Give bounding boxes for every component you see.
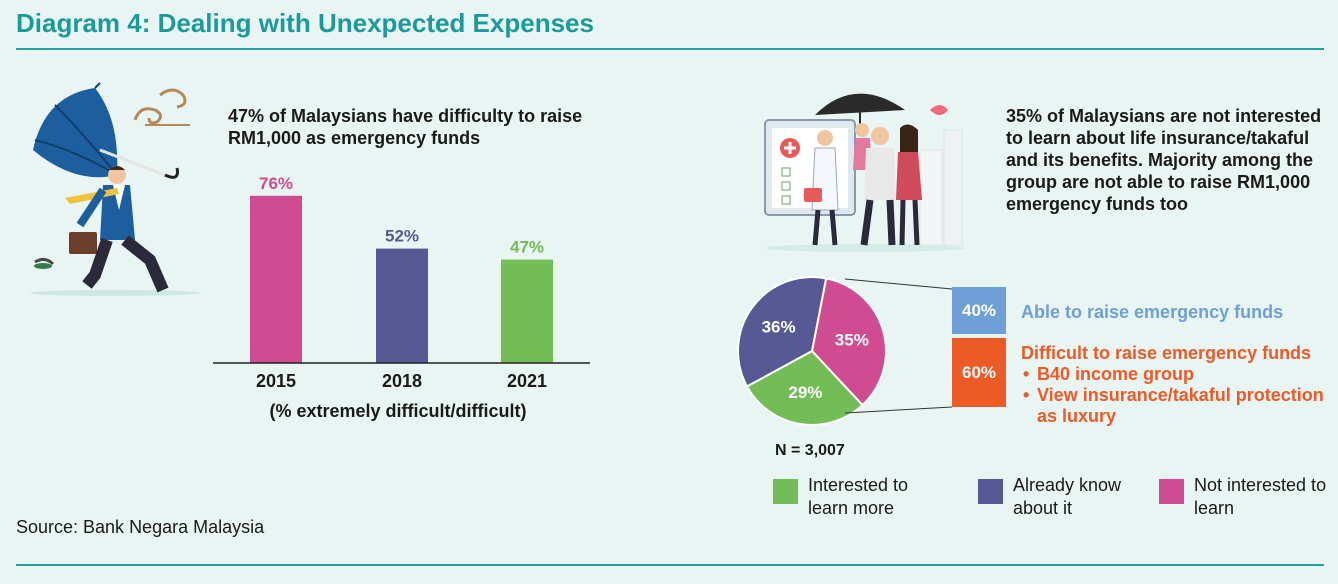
legend-label: Interested to learn more: [808, 475, 909, 518]
legend-swatch: [978, 479, 1003, 504]
legend-label: Already know about it: [1013, 475, 1122, 518]
bar-chart: 76% 2015 52% 2018 47% 2021 (% extremely diffi…: [213, 174, 590, 421]
pie-slice: [810, 277, 887, 407]
difficult-bullets: B40 income group View insurance/takaful …: [1021, 364, 1338, 427]
sample-size-label: N = 3,007: [775, 442, 845, 459]
bar-2021: [501, 259, 553, 363]
legend-item-not-interested: Not interested to learn: [1159, 474, 1334, 520]
legend-label: Not interested to learn: [1194, 475, 1327, 518]
left-headline: 47% of Malaysians have difficulty to rai…: [228, 106, 583, 148]
legend-swatch: [1159, 479, 1184, 504]
pie-chart: 35% 29% 36%: [737, 276, 953, 426]
right-headline: 35% of Malaysians are not interested to …: [1006, 106, 1322, 214]
bar-2015: [250, 195, 302, 363]
difficult-block: Difficult to raise emergency funds B40 i…: [1021, 343, 1338, 427]
page-title: Diagram 4: Dealing with Unexpected Expen…: [16, 8, 594, 38]
pie-callout-line-top: [844, 278, 953, 290]
title-divider: [16, 48, 1324, 50]
pie-data-label: 29%: [788, 383, 822, 402]
source-note: Source: Bank Negara Malaysia: [16, 517, 265, 537]
able-label: Able to raise emergency funds: [1021, 302, 1284, 322]
legend-swatch: [773, 479, 798, 504]
bar-data-label: 52%: [385, 227, 419, 246]
bar-chart-xlabel: (% extremely difficult/difficult): [269, 401, 526, 421]
pie-callout-line-bottom: [844, 406, 953, 414]
legend-item-already-know: Already know about it: [978, 474, 1153, 520]
difficult-bullet: B40 income group: [1021, 364, 1338, 385]
family-umbrella-illustration: [764, 93, 965, 252]
pie-data-label: 35%: [835, 331, 869, 350]
bar-category-label: 2018: [382, 371, 422, 391]
difficult-percentage-box: 60%: [952, 338, 1006, 407]
bottom-divider: [16, 564, 1324, 566]
pie-slice: [737, 276, 828, 388]
bar-2018: [376, 248, 428, 363]
bar-data-label: 76%: [259, 174, 293, 193]
bar-category-label: 2015: [256, 371, 296, 391]
storm-businessman-illustration: [30, 82, 200, 296]
pie-data-label: 36%: [762, 318, 796, 337]
able-percentage-box: 40%: [952, 287, 1006, 334]
difficult-label: Difficult to raise emergency funds: [1021, 343, 1312, 363]
difficult-bullet: View insurance/takaful protection as lux…: [1021, 385, 1338, 427]
bar-category-label: 2021: [507, 371, 547, 391]
bar-data-label: 47%: [510, 238, 544, 257]
legend-item-interested: Interested to learn more: [773, 474, 948, 520]
